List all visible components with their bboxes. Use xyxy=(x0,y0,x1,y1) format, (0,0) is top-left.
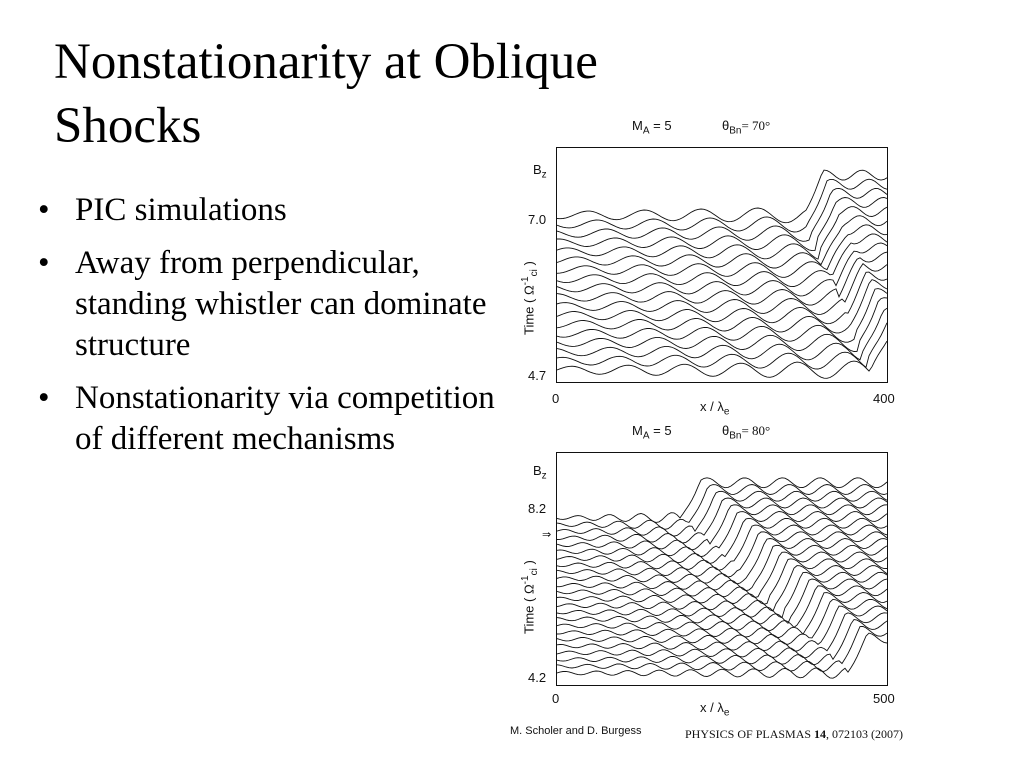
waveform-trace xyxy=(557,271,887,325)
waveform-trace xyxy=(557,598,887,645)
title-line-1: Nonstationarity at Oblique xyxy=(54,34,598,90)
bullet-text: Away from perpendicular, standing whistl… xyxy=(75,245,487,363)
figure-top-time-bottom: 4.7 xyxy=(528,368,547,383)
bullet-text: Nonstationarity via competition of diffe… xyxy=(75,380,495,457)
figure-top-ylabel: Time ( Ω-1ci ) xyxy=(520,261,540,335)
waveform-trace xyxy=(557,279,887,334)
bullet-dot-icon: • xyxy=(38,380,50,416)
bullet-dot-icon: • xyxy=(38,245,50,281)
figure-credit-authors: M. Scholer and D. Burgess xyxy=(510,725,642,737)
waveform-trace xyxy=(557,626,887,672)
waveform-trace xyxy=(557,169,887,224)
waveform-trace xyxy=(557,524,887,571)
waveform-trace xyxy=(557,477,887,523)
waveform-trace xyxy=(557,565,887,612)
waveform-trace xyxy=(557,511,887,558)
figure-top-x-min: 0 xyxy=(552,391,560,406)
figure-credit-journal: PHYSICS OF PLASMAS 14, 072103 (2007) xyxy=(685,727,904,741)
figure-bottom-traces xyxy=(557,477,887,679)
waveform-trace xyxy=(557,484,887,530)
figure-bottom-ylabel: Time ( Ω-1ci ) xyxy=(520,560,540,634)
waveform-trace xyxy=(557,544,887,592)
waveform-trace xyxy=(557,224,887,278)
waveform-trace xyxy=(557,497,887,544)
waveform-trace xyxy=(557,206,887,260)
waveform-trace xyxy=(557,233,887,288)
figure-top-b-label: Bz xyxy=(533,162,547,181)
figure-bottom-plot-frame xyxy=(556,452,888,686)
figure-top-time-top: 7.0 xyxy=(528,212,547,227)
bullet-item: • Away from perpendicular, standing whist… xyxy=(30,243,510,366)
figure-bottom-x-max: 500 xyxy=(873,691,895,706)
bullet-text: PIC simulations xyxy=(75,192,287,228)
figure-bottom-xlabel: x / λe xyxy=(700,700,730,719)
waveform-trace xyxy=(557,251,887,306)
waveform-trace xyxy=(557,605,887,652)
figure-bottom-b-label: Bz xyxy=(533,463,547,482)
figure-bottom-time-top: 8.2 xyxy=(528,501,547,516)
waveform-trace xyxy=(557,340,887,379)
waveform-trace xyxy=(557,619,887,666)
waveform-trace xyxy=(557,197,887,252)
waveform-trace xyxy=(557,551,887,598)
waveform-trace xyxy=(557,578,887,625)
waveform-trace xyxy=(557,297,887,352)
figure-bottom-x-min: 0 xyxy=(552,691,560,706)
figure-top-x-max: 400 xyxy=(873,391,895,406)
bullet-dot-icon: • xyxy=(38,192,50,228)
waveform-trace xyxy=(557,504,887,551)
figure-top-xlabel: x / λe xyxy=(700,399,730,418)
waveform-trace xyxy=(557,517,887,564)
title-line-2: Shocks xyxy=(54,98,202,154)
figure-bottom-header-ma: MA = 5 xyxy=(632,423,672,442)
waveform-trace xyxy=(557,178,887,233)
figure-bottom-time-bottom: 4.2 xyxy=(528,670,547,685)
bullet-item: • Nonstationarity via competition of diff… xyxy=(30,378,510,460)
waveform-trace xyxy=(557,322,887,370)
waveform-trace xyxy=(557,585,887,632)
waveform-trace xyxy=(557,571,887,619)
waveform-trace xyxy=(557,531,887,578)
figure-top-header-theta: θBn= 70° xyxy=(722,118,771,137)
waveform-trace xyxy=(557,215,887,269)
waveform-trace xyxy=(557,592,887,638)
figure-bottom-header-theta: θBn= 80° xyxy=(722,423,771,442)
slide-title: Nonstationarity at Oblique Shocks xyxy=(54,30,754,158)
bullet-item: • PIC simulations xyxy=(30,190,510,231)
figure-top-plot-frame xyxy=(556,147,888,383)
bullet-list: • PIC simulations • Away from perpendicula… xyxy=(30,190,510,472)
waveform-trace xyxy=(557,632,887,679)
waveform-trace xyxy=(557,187,887,242)
waveform-trace xyxy=(557,242,887,297)
waveform-trace xyxy=(557,263,887,315)
waveform-trace xyxy=(557,612,887,659)
waveform-trace xyxy=(557,288,887,343)
waveform-trace xyxy=(557,490,887,537)
waveform-trace xyxy=(557,307,887,361)
figure-bottom-marker-icon: ⇒ xyxy=(542,529,552,541)
figure-top-header-ma: MA = 5 xyxy=(632,118,672,137)
figure-top-traces xyxy=(557,169,887,379)
